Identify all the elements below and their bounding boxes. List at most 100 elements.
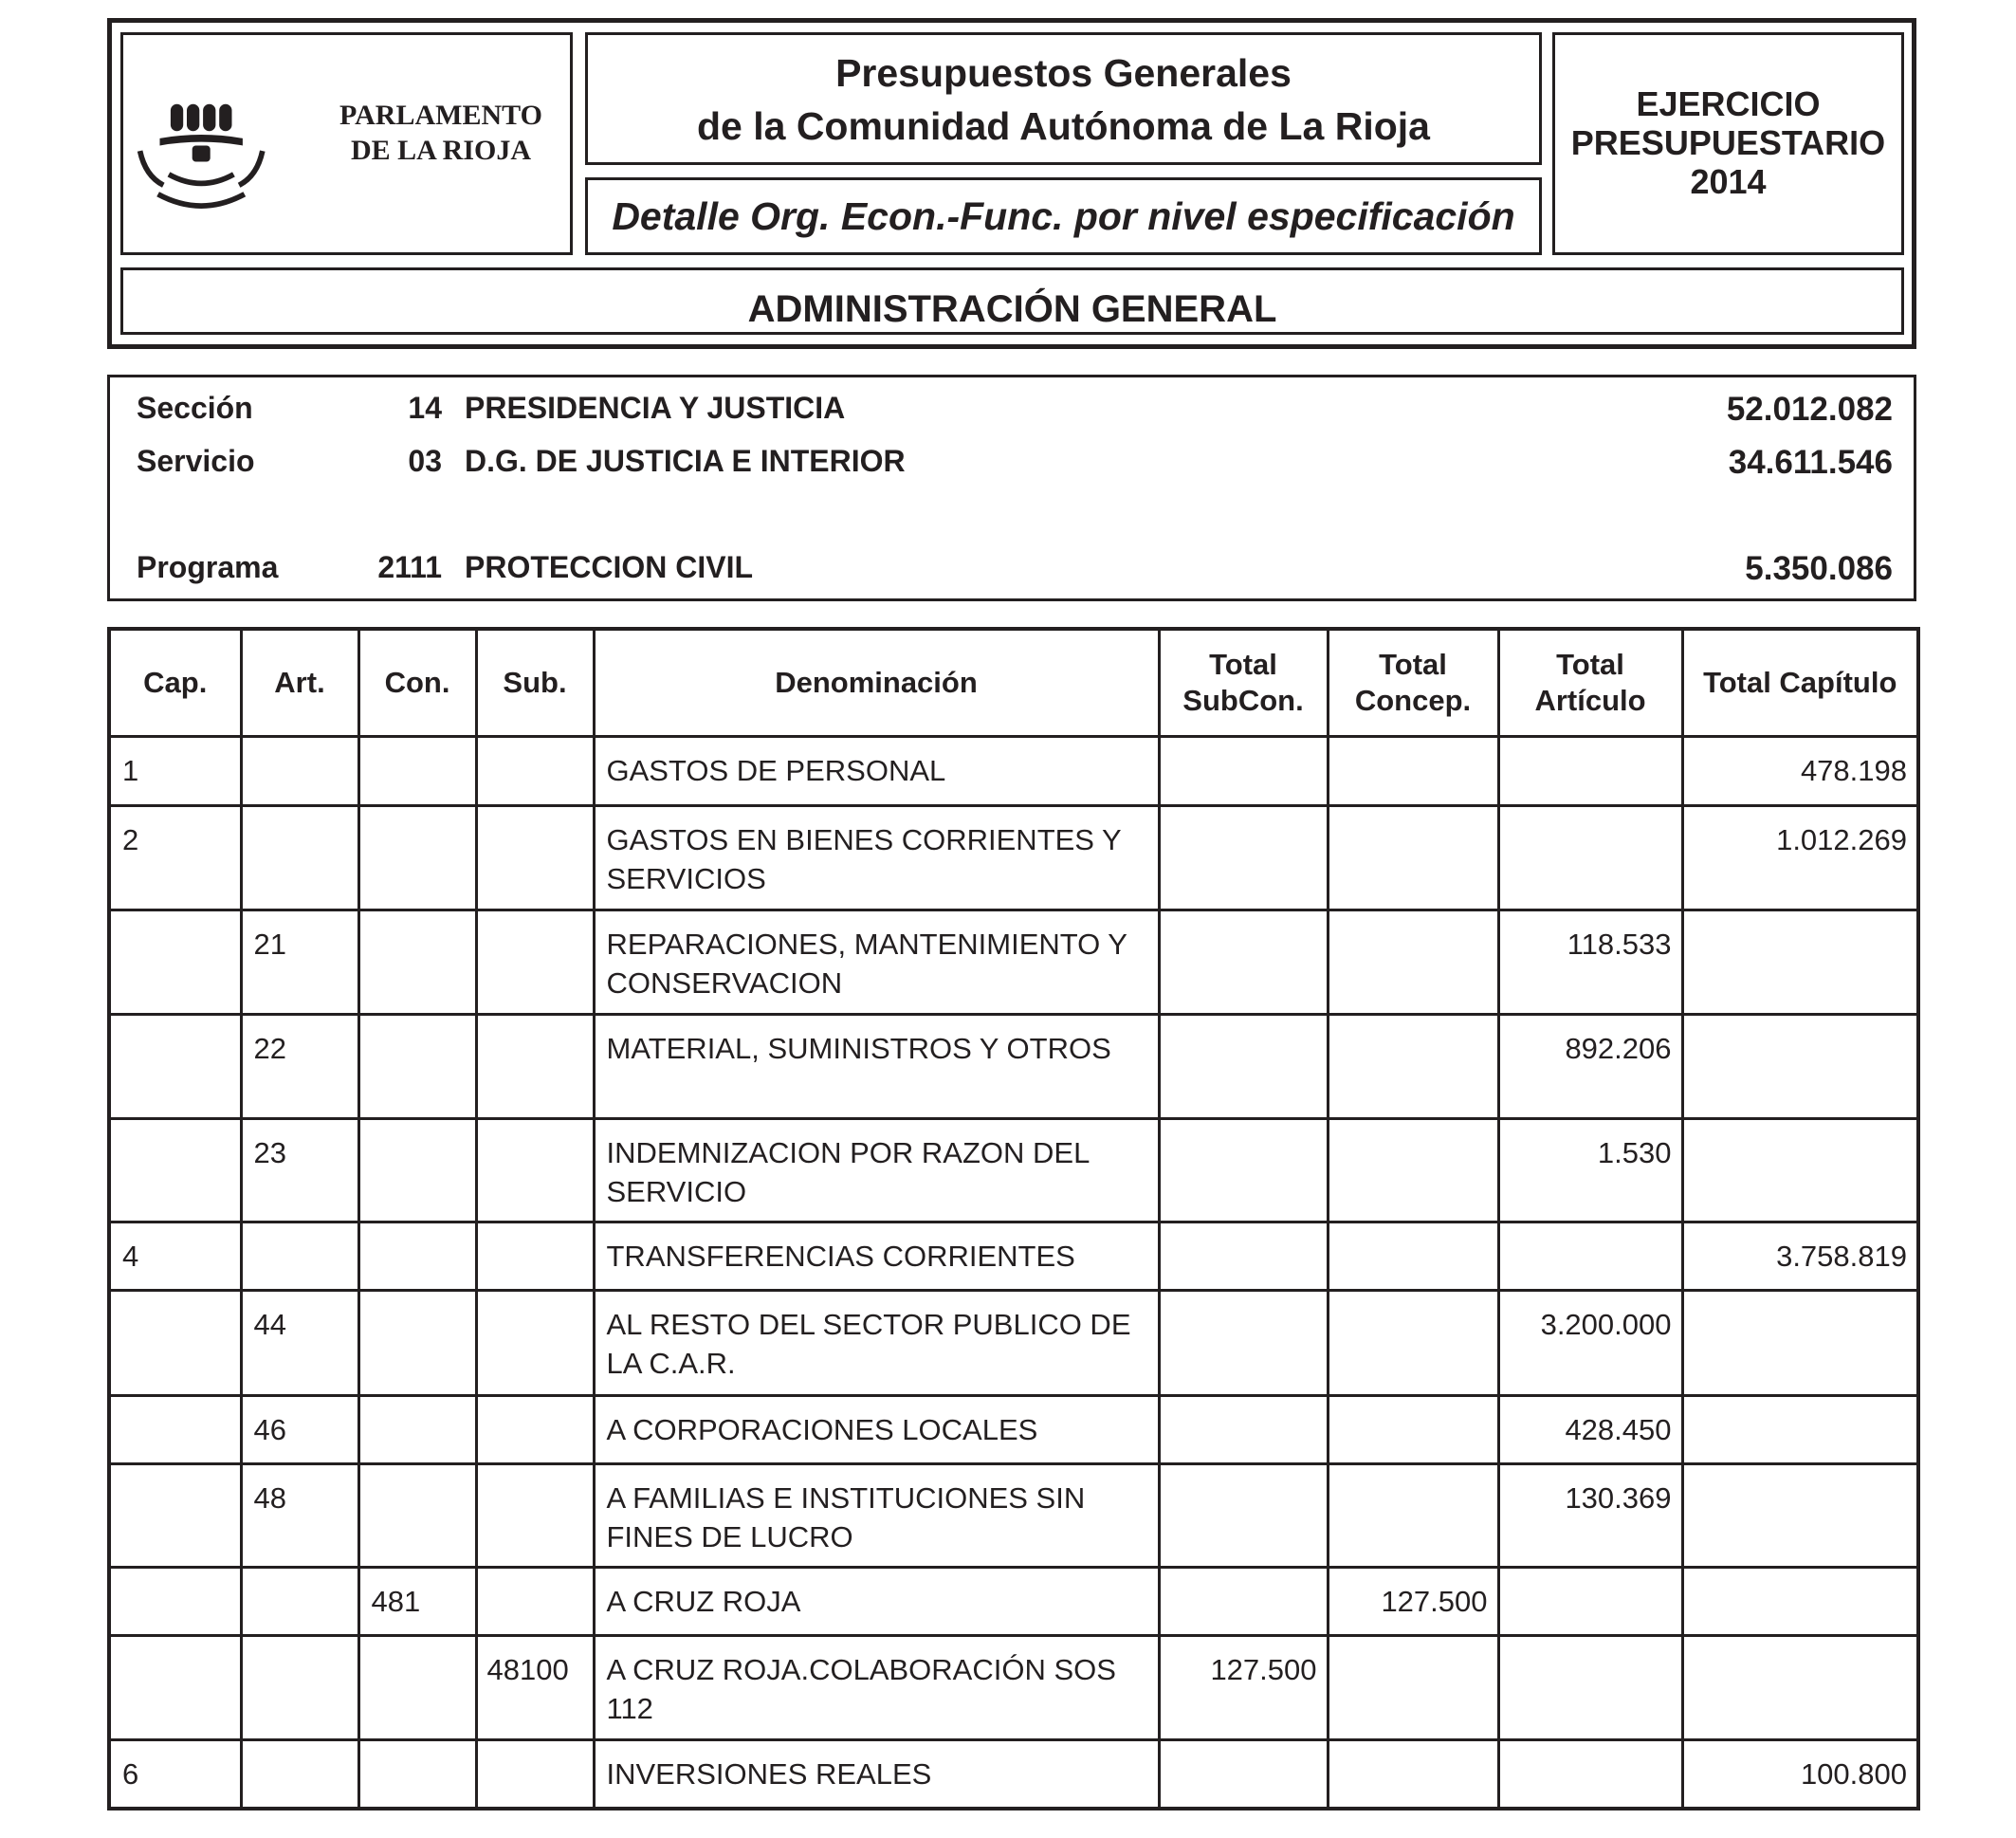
cell-sub: 48100 (474, 1634, 596, 1741)
cell-sub (474, 1289, 596, 1397)
cell-cap (107, 1462, 243, 1569)
cell-total-concep (1326, 1221, 1500, 1292)
table-row: 481 A CRUZ ROJA 127.500 (107, 1566, 1920, 1637)
table-row: 23 INDEMNIZACION POR RAZON DEL SERVICIO 1.… (107, 1117, 1920, 1223)
cell-total-articulo (1496, 735, 1684, 807)
cell-total-capitulo (1680, 1566, 1920, 1637)
cell-total-concep (1326, 1289, 1500, 1397)
cell-total-articulo (1496, 1221, 1684, 1292)
cell-total-concep (1326, 1013, 1500, 1120)
cell-cap: 1 (107, 735, 243, 807)
cell-art: 48 (239, 1462, 360, 1569)
cell-con (357, 1117, 478, 1223)
cell-total-subcon (1157, 1462, 1329, 1569)
column-header-total-concep: Total Concep. (1326, 627, 1500, 738)
table-row: 1 GASTOS DE PERSONAL 478.198 (107, 735, 1920, 807)
cell-con (357, 1289, 478, 1397)
column-header-cap: Cap. (107, 627, 243, 738)
cell-con (357, 1634, 478, 1741)
table-row: 22 MATERIAL, SUMINISTROS Y OTROS 892.206 (107, 1013, 1920, 1120)
cell-total-articulo: 118.533 (1496, 909, 1684, 1016)
cell-art: 21 (239, 909, 360, 1016)
cell-total-subcon (1157, 1289, 1329, 1397)
row-code: 14 (408, 391, 442, 425)
cell-art: 46 (239, 1394, 360, 1465)
row-label: Servicio (137, 444, 255, 478)
section-row: Sección 14 PRESIDENCIA Y JUSTICIA 52.012… (110, 391, 1914, 429)
table-row: 2 GASTOS EN BIENES CORRIENTES Y SERVICIOS… (107, 804, 1920, 911)
cell-denominacion: MATERIAL, SUMINISTROS Y OTROS (592, 1013, 1161, 1120)
document-title: Presupuestos Generales de la Comunidad A… (585, 32, 1542, 165)
row-amount: 52.012.082 (1726, 391, 1893, 428)
cell-art (239, 1634, 360, 1741)
cell-total-concep (1326, 735, 1500, 807)
cell-con (357, 804, 478, 911)
cell-sub (474, 1117, 596, 1223)
cell-con: 481 (357, 1566, 478, 1637)
cell-sub (474, 1394, 596, 1465)
cell-sub (474, 1221, 596, 1292)
table-row: 21 REPARACIONES, MANTENIMIENTO Y CONSERVA… (107, 909, 1920, 1016)
cell-total-concep (1326, 909, 1500, 1016)
column-header-denominacion: Denominación (592, 627, 1161, 738)
column-header-sub: Sub. (474, 627, 596, 738)
fiscal-year-value: 2014 (1690, 162, 1767, 201)
cell-total-capitulo (1680, 1462, 1920, 1569)
cell-total-articulo: 892.206 (1496, 1013, 1684, 1120)
cell-denominacion: A FAMILIAS E INSTITUCIONES SIN FINES DE … (592, 1462, 1161, 1569)
table-row: 46 A CORPORACIONES LOCALES 428.450 (107, 1394, 1920, 1465)
cell-con (357, 1221, 478, 1292)
cell-sub (474, 1462, 596, 1569)
cell-total-capitulo: 100.800 (1680, 1738, 1920, 1810)
cell-denominacion: A CRUZ ROJA (592, 1566, 1161, 1637)
service-row: Servicio 03 D.G. DE JUSTICIA E INTERIOR … (110, 444, 1914, 482)
cell-denominacion: A CORPORACIONES LOCALES (592, 1394, 1161, 1465)
cell-sub (474, 1738, 596, 1810)
administration-label: ADMINISTRACIÓN GENERAL (120, 267, 1904, 335)
cell-total-capitulo (1680, 1013, 1920, 1120)
section-summary: Sección 14 PRESIDENCIA Y JUSTICIA 52.012… (107, 375, 1916, 601)
cell-total-concep: 127.500 (1326, 1566, 1500, 1637)
cell-art (239, 735, 360, 807)
column-header-art: Art. (239, 627, 360, 738)
column-header-total-articulo: Total Artículo (1496, 627, 1684, 738)
cell-art (239, 804, 360, 911)
title-line: Presupuestos Generales (835, 51, 1292, 95)
cell-denominacion: TRANSFERENCIAS CORRIENTES (592, 1221, 1161, 1292)
cell-total-capitulo (1680, 1289, 1920, 1397)
cell-cap (107, 1394, 243, 1465)
column-header-con: Con. (357, 627, 478, 738)
row-amount: 5.350.086 (1745, 550, 1893, 587)
cell-total-subcon (1157, 1117, 1329, 1223)
cell-total-subcon (1157, 1738, 1329, 1810)
cell-cap (107, 909, 243, 1016)
table-row: 48100 A CRUZ ROJA.COLABORACIÓN SOS 112 127… (107, 1634, 1920, 1741)
table-row: 4 TRANSFERENCIAS CORRIENTES 3.758.819 (107, 1221, 1920, 1292)
cell-total-concep (1326, 1634, 1500, 1741)
cell-total-concep (1326, 1117, 1500, 1223)
fiscal-year-line: EJERCICIO (1636, 84, 1821, 123)
document-subtitle: Detalle Org. Econ.-Func. por nivel espec… (585, 177, 1542, 255)
cell-cap: 4 (107, 1221, 243, 1292)
cell-con (357, 1394, 478, 1465)
cell-total-capitulo (1680, 1634, 1920, 1741)
cell-art (239, 1566, 360, 1637)
cell-total-articulo: 428.450 (1496, 1394, 1684, 1465)
cell-total-capitulo: 1.012.269 (1680, 804, 1920, 911)
row-name: PRESIDENCIA Y JUSTICIA (465, 391, 846, 425)
cell-total-capitulo (1680, 909, 1920, 1016)
cell-art (239, 1221, 360, 1292)
row-code: 03 (408, 444, 442, 478)
cell-cap (107, 1013, 243, 1120)
fiscal-year-line: PRESUPUESTARIO (1570, 123, 1886, 162)
table-row: 6 INVERSIONES REALES 100.800 (107, 1738, 1920, 1810)
row-code: 2111 (377, 550, 442, 584)
row-label: Sección (137, 391, 253, 425)
cell-total-subcon (1157, 909, 1329, 1016)
cell-cap (107, 1289, 243, 1397)
cell-sub (474, 909, 596, 1016)
cell-cap (107, 1634, 243, 1741)
cell-total-capitulo (1680, 1394, 1920, 1465)
cell-art: 44 (239, 1289, 360, 1397)
program-row: Programa 2111 PROTECCION CIVIL 5.350.086 (110, 550, 1914, 588)
